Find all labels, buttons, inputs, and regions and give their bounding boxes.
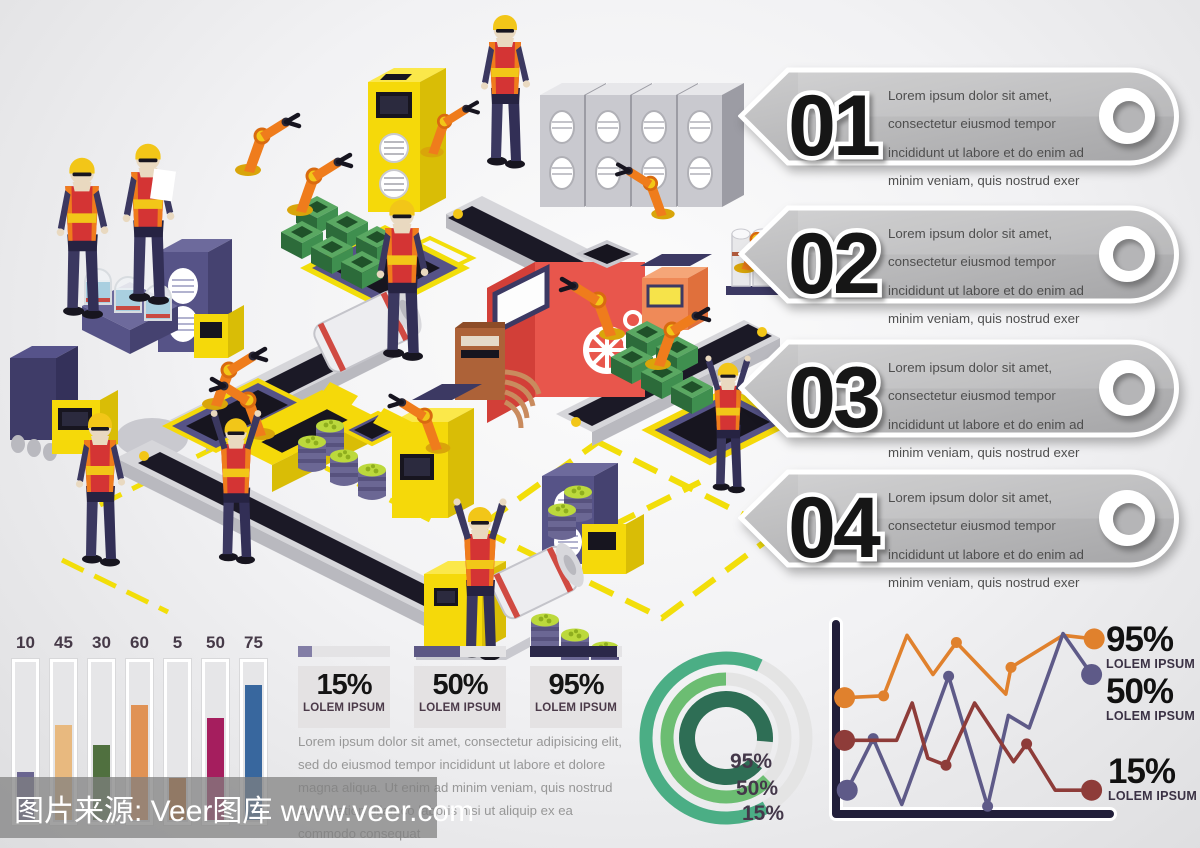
donut-chart: 95% 50% 15% — [638, 646, 828, 841]
step-number: 04 — [788, 480, 881, 576]
machine-red — [455, 240, 645, 429]
legend-caption: LOLEM IPSUM — [1108, 789, 1198, 803]
line-legend-95: 95% LOLEM IPSUM — [1106, 622, 1200, 671]
step-tag-shape: 04 — [738, 469, 1179, 578]
legend-value: 50% — [1106, 672, 1174, 711]
donut-label: 15% — [742, 802, 785, 825]
stat-card-50: 50% LOLEM IPSUM — [414, 646, 506, 728]
stat-label: LOLEM IPSUM — [302, 701, 386, 714]
server-rack — [539, 82, 745, 208]
stat-label: LOLEM IPSUM — [418, 701, 502, 714]
bar-value-label: 50 — [206, 633, 225, 652]
line-chart — [818, 616, 1118, 831]
bar-value-label: 75 — [244, 633, 263, 652]
bar-value-label: 45 — [54, 633, 73, 652]
line-legend-15: 15% LOLEM IPSUM — [1108, 754, 1200, 803]
step-ring-icon — [1099, 360, 1155, 416]
stat-card-15: 15% LOLEM IPSUM — [298, 646, 390, 728]
machine-yellow-cabinet — [368, 68, 446, 212]
step-number: 01 — [788, 78, 879, 174]
line-chart-plot — [829, 617, 1117, 821]
stat-value: 15% — [316, 669, 372, 701]
step-tag-shape: 03 — [738, 339, 1179, 448]
progress-bar — [530, 646, 622, 657]
conveyor-belt — [116, 440, 498, 645]
legend-value: 15% — [1108, 752, 1176, 791]
legend-caption: LOLEM IPSUM — [1106, 709, 1196, 723]
step-number: 03 — [788, 350, 878, 446]
step-number: 02 — [788, 216, 878, 312]
step-ring-icon — [1099, 226, 1155, 282]
machine-navy-small — [10, 346, 118, 461]
step-tag-shape: 01 — [738, 67, 1179, 176]
step-item-01[interactable]: 01 Lorem ipsum dolor sit amet, consectet… — [738, 57, 1190, 188]
bar-value-label: 10 — [16, 633, 35, 652]
bar-value-label: 5 — [172, 633, 183, 652]
watermark: 图片来源: Veer图库 www.veer.com — [0, 777, 474, 838]
progress-bar — [414, 646, 506, 657]
step-text: Lorem ipsum dolor sit amet, consectetur … — [888, 490, 1084, 590]
stat-card-95: 95% LOLEM IPSUM — [530, 646, 622, 728]
progress-bar — [298, 646, 390, 657]
step-ring-icon — [1099, 490, 1155, 546]
legend-caption: LOLEM IPSUM — [1106, 657, 1196, 671]
worker-figure — [56, 15, 751, 660]
step-tag-shape: 02 — [738, 205, 1179, 314]
bar-value-label: 30 — [92, 633, 111, 652]
step-item-04[interactable]: 04 Lorem ipsum dolor sit amet, consectet… — [738, 459, 1190, 590]
tank-cylinder — [489, 542, 584, 620]
stat-label: LOLEM IPSUM — [534, 701, 618, 714]
stat-value: 50% — [432, 669, 488, 701]
donut-label: 95% — [730, 750, 773, 773]
step-ring-icon — [1099, 88, 1155, 144]
line-legend-50: 50% LOLEM IPSUM — [1106, 674, 1200, 723]
legend-value: 95% — [1106, 620, 1174, 659]
step-item-02[interactable]: 02 Lorem ipsum dolor sit amet, consectet… — [738, 195, 1190, 326]
stat-value: 95% — [548, 669, 604, 701]
bar-value-label: 60 — [130, 633, 149, 652]
step-item-03[interactable]: 03 Lorem ipsum dolor sit amet, consectet… — [738, 329, 1190, 460]
step-text: Lorem ipsum dolor sit amet, consectetur … — [888, 88, 1084, 188]
donut-rings — [639, 651, 813, 825]
factory-illustration — [10, 15, 800, 660]
donut-label: 50% — [736, 777, 779, 800]
step-text: Lorem ipsum dolor sit amet, consectetur … — [888, 360, 1084, 460]
step-text: Lorem ipsum dolor sit amet, consectetur … — [888, 226, 1084, 326]
